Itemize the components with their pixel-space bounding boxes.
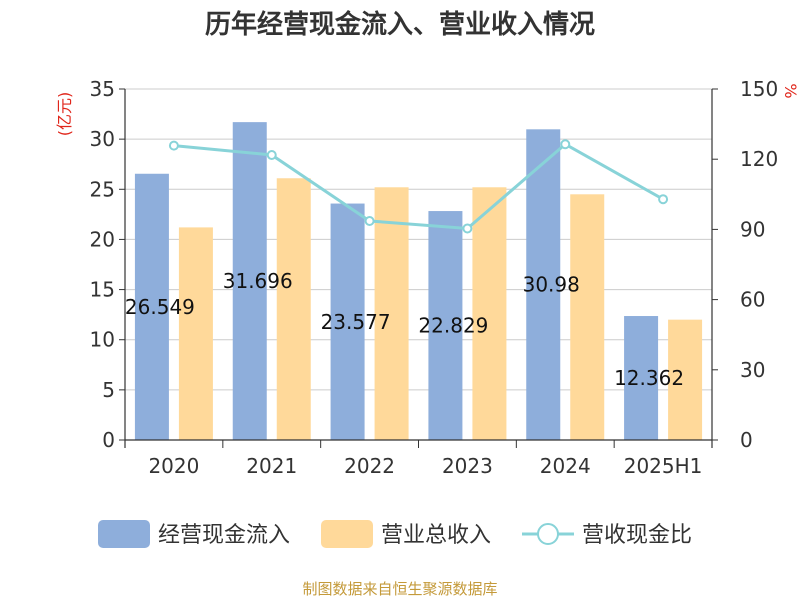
left-axis-tick-label: 35 xyxy=(90,77,115,101)
right-axis-tick-label: 0 xyxy=(740,428,753,452)
data-labels: 26.549 31.696 23.577 22.829 30.98 12.362 xyxy=(125,269,684,390)
legend-label-ratio: 营收现金比 xyxy=(582,523,692,548)
left-axis-tick-label: 5 xyxy=(102,378,115,402)
ratio-point xyxy=(462,223,473,234)
data-label: 22.829 xyxy=(418,314,488,338)
legend-label-revenue: 营业总收入 xyxy=(381,523,491,548)
legend: 经营现金流入 营业总收入 营收现金比 xyxy=(98,520,692,548)
right-axis-tick-label: 30 xyxy=(740,358,765,382)
data-label: 23.577 xyxy=(321,310,391,334)
x-axis-tick-label: 2022 xyxy=(344,454,395,478)
data-label: 12.362 xyxy=(614,366,684,390)
bar-cash-inflow xyxy=(134,173,169,440)
right-axis-tick-label: 120 xyxy=(740,147,778,171)
bar-revenue xyxy=(276,178,311,441)
bar-cash-inflow xyxy=(624,316,659,440)
bar-cash-inflow xyxy=(232,122,267,440)
ratio-point xyxy=(364,215,375,226)
axes: 0 5 10 15 20 25 30 35 0 30 60 90 120 150 2020 2021 2022 2… xyxy=(55,77,800,478)
data-label: 26.549 xyxy=(125,295,195,319)
bar-revenue xyxy=(668,319,703,440)
legend-swatch-cash-inflow xyxy=(98,520,150,548)
x-axis-tick-label: 2024 xyxy=(540,454,591,478)
ratio-point xyxy=(168,140,179,151)
data-label: 31.696 xyxy=(223,269,293,293)
x-axis-tick-label: 2025H1 xyxy=(624,454,703,478)
ratio-point xyxy=(658,194,669,205)
ratio-line-layer xyxy=(168,139,669,234)
x-axis-tick-label: 2023 xyxy=(442,454,493,478)
legend-swatch-revenue xyxy=(321,520,373,548)
gridlines xyxy=(125,88,712,391)
ratio-point xyxy=(560,139,571,150)
left-axis-tick-label: 15 xyxy=(90,278,115,302)
x-axis-tick-label: 2021 xyxy=(246,454,297,478)
right-axis-tick-label: 150 xyxy=(740,77,778,101)
bar-revenue xyxy=(178,227,213,440)
source-note: 制图数据来自恒生聚源数据库 xyxy=(302,580,497,598)
bars xyxy=(134,122,703,441)
left-axis-unit: (亿元) xyxy=(55,92,74,137)
bar-revenue xyxy=(570,194,605,440)
left-axis-tick-label: 30 xyxy=(90,127,115,151)
legend-label-cash-inflow: 经营现金流入 xyxy=(158,523,290,548)
bar-cash-inflow xyxy=(428,211,463,440)
right-axis-unit: % xyxy=(781,83,800,98)
left-axis-tick-label: 20 xyxy=(90,227,115,251)
bar-cash-inflow xyxy=(526,129,561,440)
x-axis-tick-label: 2020 xyxy=(148,454,199,478)
right-axis-tick-label: 60 xyxy=(740,288,765,312)
ratio-line xyxy=(173,142,664,231)
ratio-point xyxy=(266,149,277,160)
chart-title: 历年经营现金流入、营业收入情况 xyxy=(205,9,595,40)
legend-swatch-ratio-marker xyxy=(537,523,559,545)
bar-revenue xyxy=(472,187,507,440)
right-axis-tick-label: 90 xyxy=(740,217,765,241)
left-axis-tick-label: 10 xyxy=(90,328,115,352)
data-label: 30.98 xyxy=(523,273,580,297)
bar-cash-inflow xyxy=(330,203,365,440)
bar-revenue xyxy=(374,187,409,440)
left-axis-tick-label: 25 xyxy=(90,177,115,201)
left-axis-tick-label: 0 xyxy=(102,428,115,452)
